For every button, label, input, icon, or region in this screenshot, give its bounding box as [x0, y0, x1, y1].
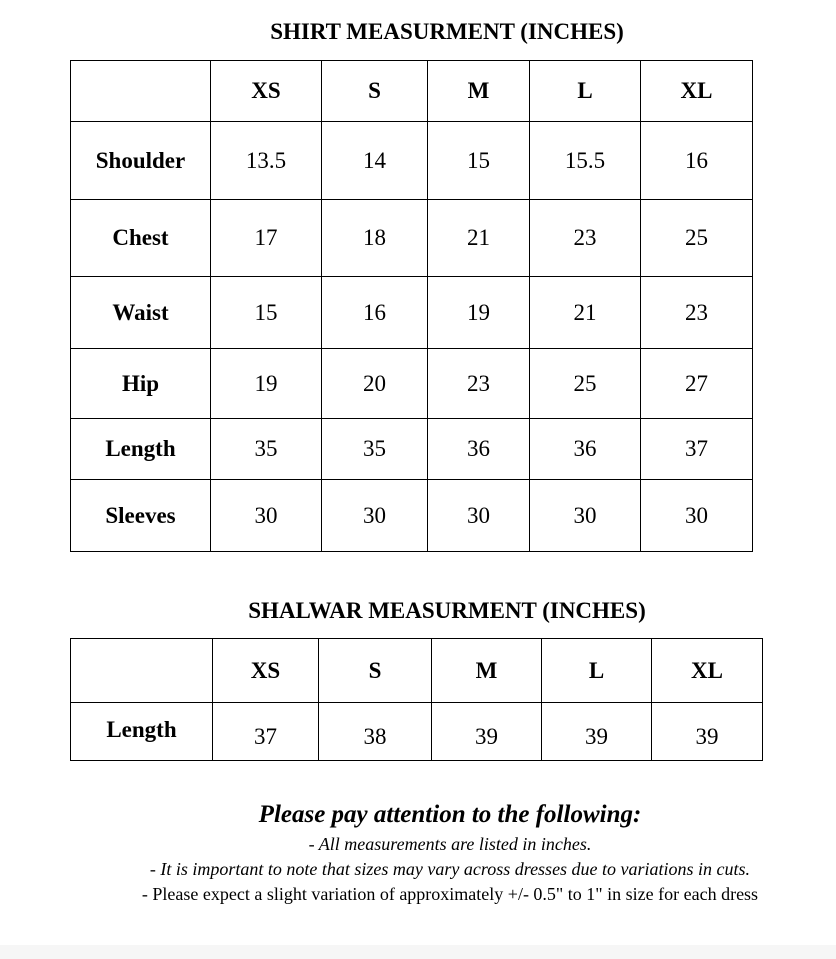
measurement-cell: 19 [427, 276, 530, 349]
measurement-cell: 25 [640, 199, 753, 277]
measurement-cell: 35 [321, 418, 428, 480]
table-row: Waist 15 16 19 21 23 [70, 276, 753, 349]
row-label: Length [70, 418, 211, 480]
size-header: M [427, 60, 530, 122]
measurement-cell: 19 [210, 348, 322, 419]
table-row: Length 35 35 36 36 37 [70, 418, 753, 480]
measurement-cell: 13.5 [210, 121, 322, 200]
size-header: XL [651, 638, 763, 703]
shalwar-table-title: SHALWAR MEASURMENT (INCHES) [248, 598, 646, 623]
row-label: Shoulder [70, 121, 211, 200]
shalwar-measurement-table: XS S M L XL Length 37 38 39 39 39 [70, 638, 763, 761]
bottom-edge [0, 945, 836, 959]
measurement-cell: 30 [427, 479, 530, 552]
measurement-cell: 36 [427, 418, 530, 480]
measurement-cell: 15.5 [529, 121, 641, 200]
measurement-cell: 30 [640, 479, 753, 552]
size-header: S [318, 638, 432, 703]
size-header: M [431, 638, 542, 703]
size-header: L [541, 638, 652, 703]
measurement-cell: 23 [529, 199, 641, 277]
measurement-cell: 27 [640, 348, 753, 419]
measurement-cell: 14 [321, 121, 428, 200]
row-label: Sleeves [70, 479, 211, 552]
note-item: - All measurements are listed in inches. [308, 834, 592, 854]
measurement-cell: 30 [529, 479, 641, 552]
row-label: Waist [70, 276, 211, 349]
measurement-cell: 36 [529, 418, 641, 480]
table-row: Sleeves 30 30 30 30 30 [70, 479, 753, 552]
row-label: Length [70, 702, 213, 761]
measurement-cell: 20 [321, 348, 428, 419]
size-header: S [321, 60, 428, 122]
empty-corner-cell [70, 638, 213, 703]
measurement-cell: 23 [640, 276, 753, 349]
measurement-cell: 39 [541, 702, 652, 761]
measurement-cell: 18 [321, 199, 428, 277]
measurement-cell: 16 [321, 276, 428, 349]
measurement-cell: 39 [431, 702, 542, 761]
measurement-cell: 38 [318, 702, 432, 761]
header-row: XS S M L XL [70, 60, 753, 122]
measurement-cell: 37 [640, 418, 753, 480]
notes-heading: Please pay attention to the following: [258, 801, 642, 828]
measurement-cell: 39 [651, 702, 763, 761]
table-row: Length 37 38 39 39 39 [70, 702, 763, 761]
measurement-cell: 25 [529, 348, 641, 419]
shirt-table-title: SHIRT MEASURMENT (INCHES) [270, 19, 624, 44]
size-header: XS [210, 60, 322, 122]
table-row: Hip 19 20 23 25 27 [70, 348, 753, 419]
measurement-cell: 37 [212, 702, 319, 761]
measurement-cell: 30 [321, 479, 428, 552]
measurement-cell: 15 [210, 276, 322, 349]
note-item: - It is important to note that sizes may… [149, 859, 751, 879]
row-label: Chest [70, 199, 211, 277]
empty-corner-cell [70, 60, 211, 122]
measurement-cell: 23 [427, 348, 530, 419]
table-row: Chest 17 18 21 23 25 [70, 199, 753, 277]
measurement-cell: 30 [210, 479, 322, 552]
measurement-cell: 16 [640, 121, 753, 200]
size-header: XS [212, 638, 319, 703]
notes-section: Please pay attention to the following: -… [80, 798, 820, 907]
header-row: XS S M L XL [70, 638, 763, 703]
note-item: - Please expect a slight variation of ap… [141, 884, 759, 904]
size-header: L [529, 60, 641, 122]
row-label: Hip [70, 348, 211, 419]
size-header: XL [640, 60, 753, 122]
measurement-cell: 21 [427, 199, 530, 277]
measurement-cell: 15 [427, 121, 530, 200]
measurement-cell: 17 [210, 199, 322, 277]
table-row: Shoulder 13.5 14 15 15.5 16 [70, 121, 753, 200]
shirt-measurement-table: XS S M L XL Shoulder 13.5 14 15 15.5 16 Chest 17 18 21… [70, 60, 753, 552]
measurement-cell: 21 [529, 276, 641, 349]
measurement-cell: 35 [210, 418, 322, 480]
